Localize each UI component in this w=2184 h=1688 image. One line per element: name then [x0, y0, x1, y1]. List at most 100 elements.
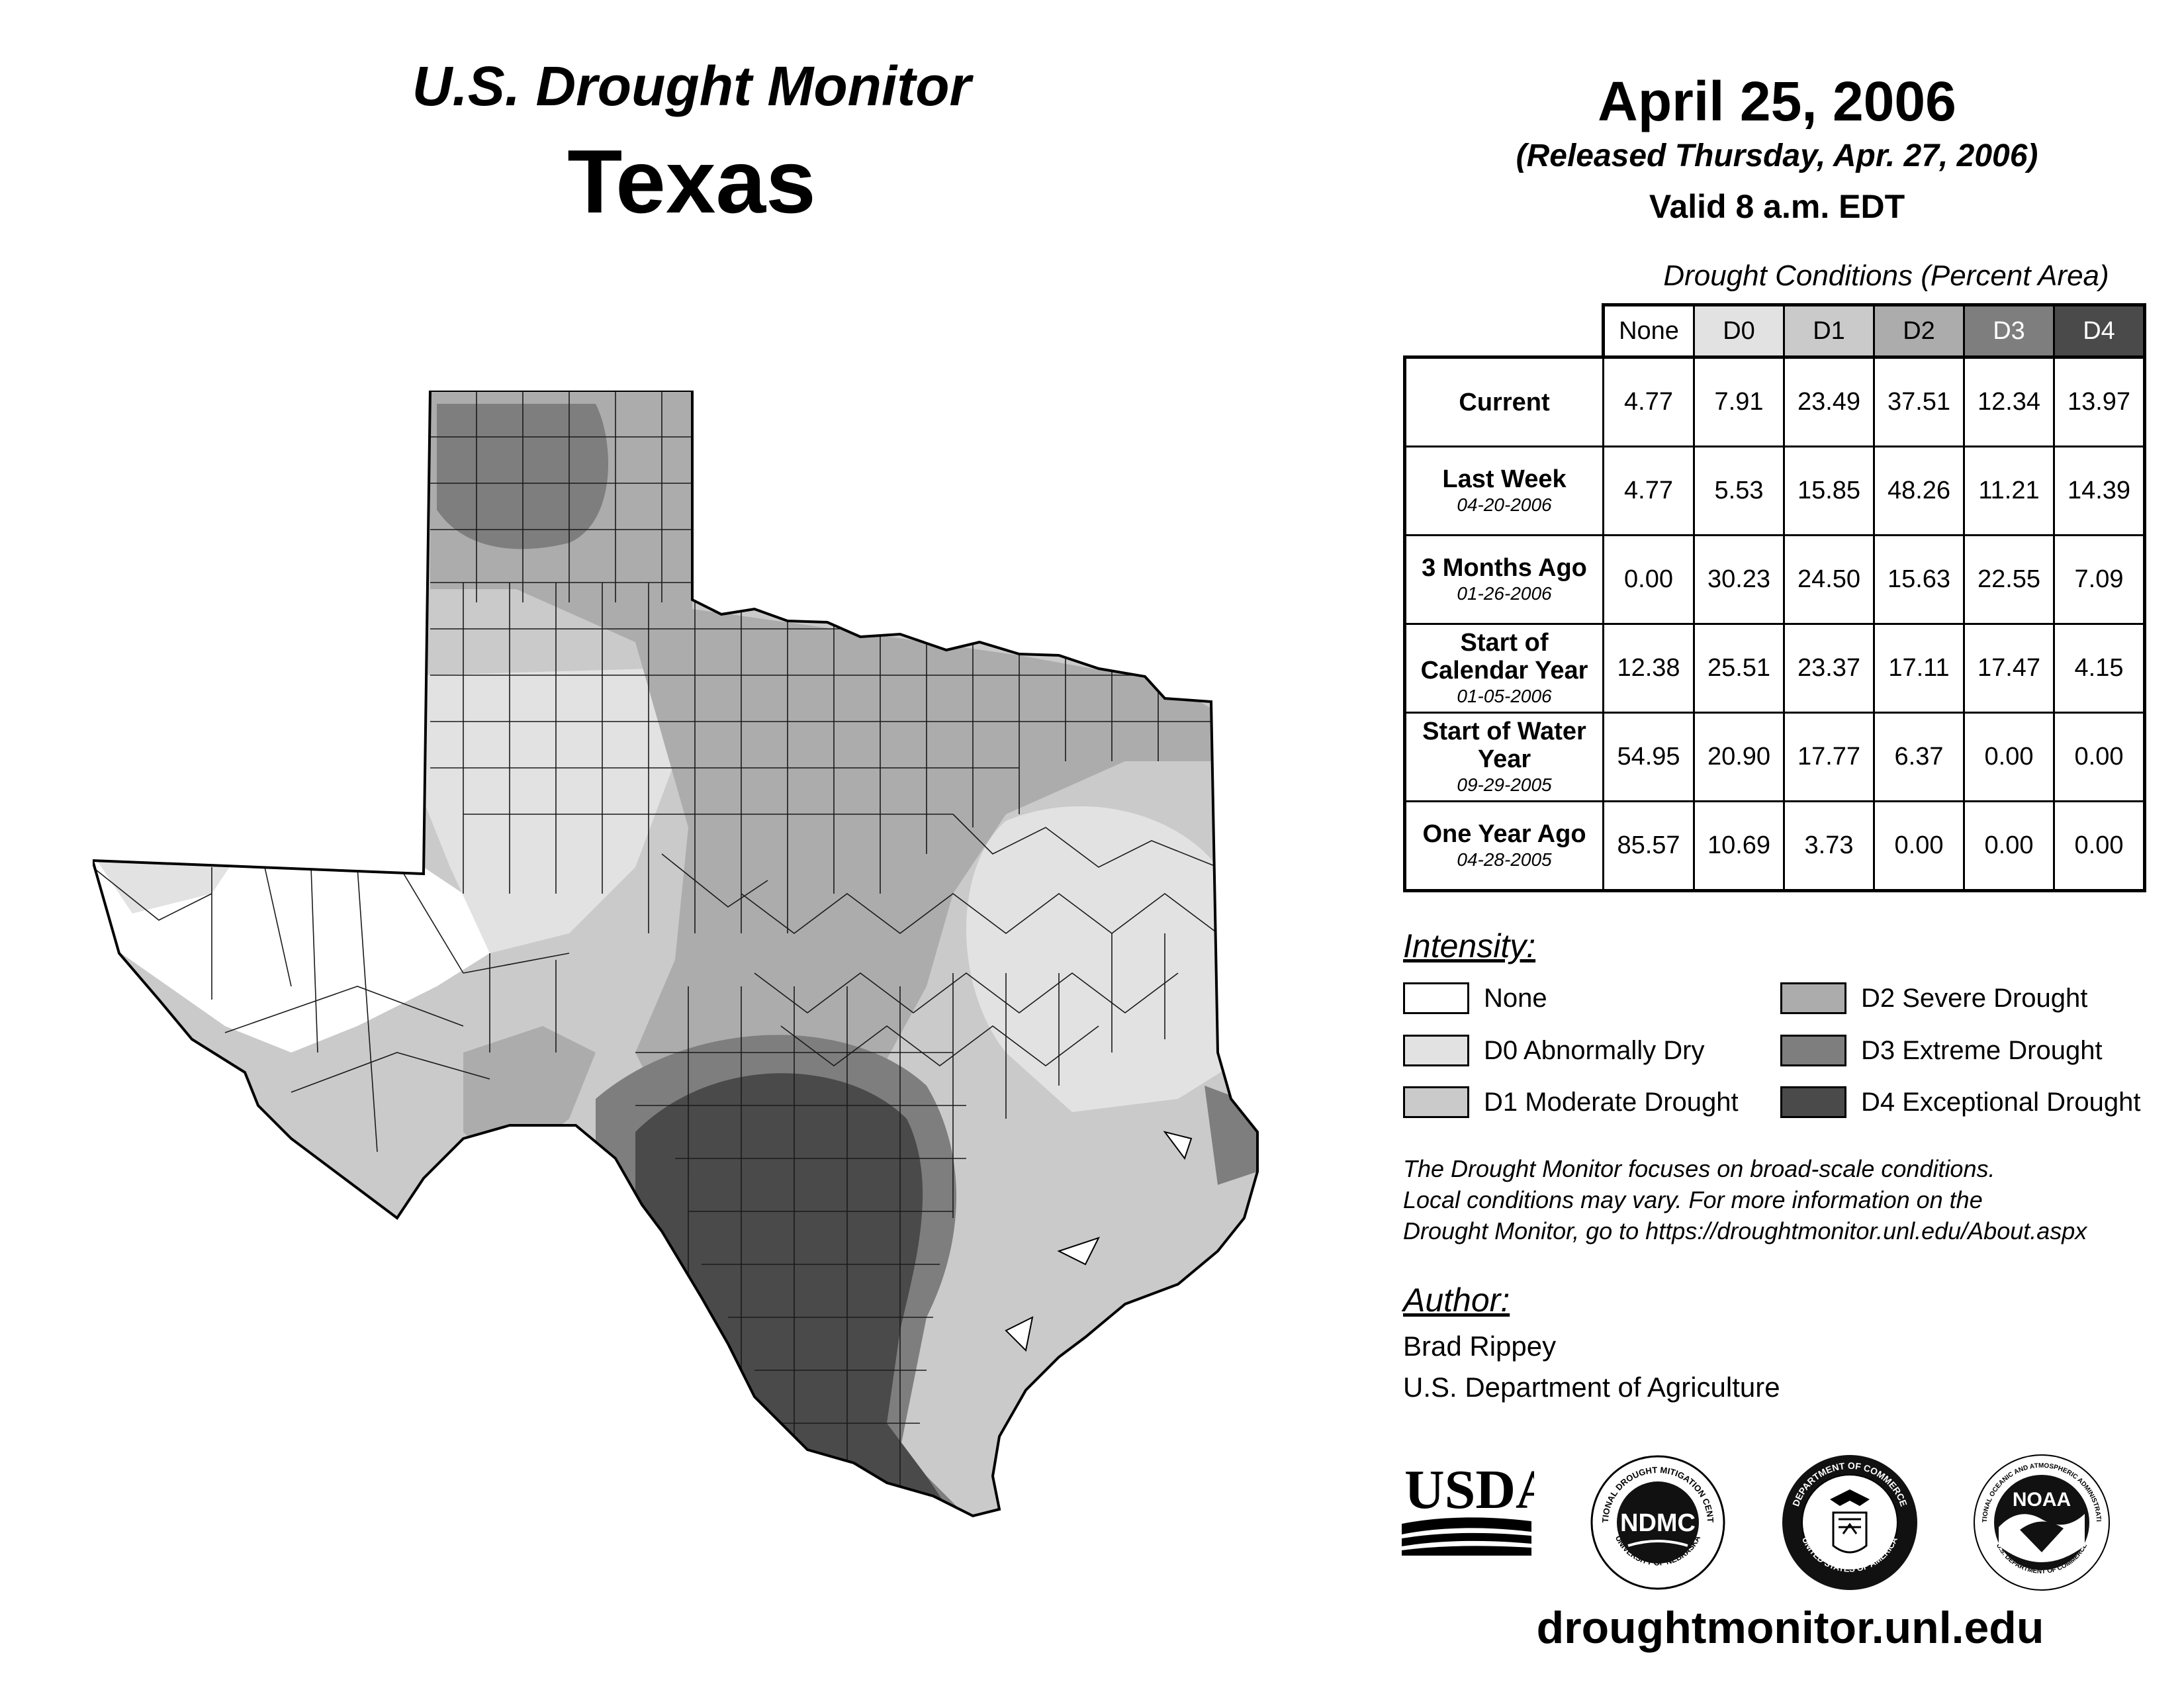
texas-drought-map [93, 391, 1259, 1517]
cell-value: 17.47 [1963, 623, 2055, 714]
note-line[interactable]: Drought Monitor, go to https://droughtmo… [1403, 1217, 2087, 1244]
legend-swatch [1403, 982, 1469, 1014]
legend-label: D2 Severe Drought [1861, 983, 2088, 1013]
row-label: Start of Water Year 09-29-2005 [1403, 712, 1604, 802]
legend-title: Intensity: [1403, 927, 1536, 964]
table-row: 3 Months Ago 01-26-2006 0.00 30.23 24.50 … [1403, 534, 2146, 625]
region-d2-north [430, 391, 1211, 1132]
legend-swatch [1780, 1035, 1846, 1066]
cell-value: 6.37 [1873, 712, 1965, 802]
legend-label: D1 Moderate Drought [1484, 1087, 1739, 1117]
cell-value: 5.53 [1693, 445, 1785, 536]
col-d3: D3 [1963, 303, 2055, 358]
region-d0-westtip [93, 854, 238, 914]
row-label: Last Week 04-20-2006 [1403, 445, 1604, 536]
cell-value: 15.63 [1873, 534, 1965, 625]
legend-swatch [1780, 982, 1846, 1014]
legend-item-d2: D2 Severe Drought [1780, 982, 2087, 1014]
row-label: One Year Ago 04-28-2005 [1403, 800, 1604, 892]
cell-value: 4.77 [1602, 355, 1695, 447]
legend-item-d1: D1 Moderate Drought [1403, 1086, 1739, 1118]
svg-text:NOAA: NOAA [2013, 1489, 2071, 1511]
cell-value: 15.85 [1783, 445, 1875, 536]
coastal-bays [1005, 1131, 1193, 1352]
cell-value: 20.90 [1693, 712, 1785, 802]
cell-value: 7.91 [1693, 355, 1785, 447]
cell-value: 7.09 [2053, 534, 2146, 625]
row-label: Start of Calendar Year 01-05-2006 [1403, 623, 1604, 714]
legend-item-none: None [1403, 982, 1547, 1014]
table-row: Start of Water Year 09-29-2005 54.95 20.9… [1403, 712, 2146, 802]
cell-value: 17.77 [1783, 712, 1875, 802]
county-lines [93, 391, 1218, 1489]
drought-conditions-table: None D0 D1 D2 D3 D4 Current 4.77 7.91 23… [1403, 303, 2146, 892]
valid-time: Valid 8 a.m. EDT [1649, 188, 1905, 225]
commerce-logo: DEPARTMENT OF COMMERCE UNITED STATES OF … [1782, 1455, 1917, 1590]
cell-value: 0.00 [1963, 800, 2055, 892]
cell-value: 23.49 [1783, 355, 1875, 447]
author-org: U.S. Department of Agriculture [1403, 1372, 1780, 1403]
cell-value: 17.11 [1873, 623, 1965, 714]
cell-value: 13.97 [2053, 355, 2146, 447]
table-row: Start of Calendar Year 01-05-2006 12.38 2… [1403, 623, 2146, 714]
cell-value: 85.57 [1602, 800, 1695, 892]
noaa-logo: NATIONAL OCEANIC AND ATMOSPHERIC ADMINIS… [1972, 1453, 2110, 1591]
legend-label: None [1484, 983, 1547, 1013]
region-d0-panhandle [424, 669, 675, 953]
ndmc-logo: NATIONAL DROUGHT MITIGATION CENTER UNIVE… [1588, 1453, 1725, 1590]
legend-item-d3: D3 Extreme Drought [1780, 1035, 2103, 1066]
cell-value: 25.51 [1693, 623, 1785, 714]
region-d2-west [463, 1026, 596, 1172]
table-caption: Drought Conditions (Percent Area) [1663, 259, 2109, 292]
usda-logo: USDA [1402, 1463, 1534, 1556]
cell-value: 37.51 [1873, 355, 1965, 447]
col-d4: D4 [2053, 303, 2146, 358]
legend-swatch [1780, 1086, 1846, 1118]
release-date: (Released Thursday, Apr. 27, 2006) [1516, 138, 2038, 173]
footer-url[interactable]: droughtmonitor.unl.edu [1536, 1603, 2044, 1653]
cell-value: 22.55 [1963, 534, 2055, 625]
cell-value: 12.38 [1602, 623, 1695, 714]
cell-value: 4.15 [2053, 623, 2146, 714]
legend-label: D4 Exceptional Drought [1861, 1087, 2141, 1117]
usda-logo-text: USDA [1404, 1463, 1534, 1521]
row-label: Current [1403, 355, 1604, 447]
table-row: Last Week 04-20-2006 4.77 5.53 15.85 48.2… [1403, 445, 2146, 536]
cell-value: 4.77 [1602, 445, 1695, 536]
table-row: Current 4.77 7.91 23.49 37.51 12.34 13.9… [1403, 355, 2146, 447]
cell-value: 0.00 [1602, 534, 1695, 625]
legend-swatch [1403, 1086, 1469, 1118]
author-title: Author: [1403, 1282, 1510, 1319]
cell-value: 24.50 [1783, 534, 1875, 625]
col-none: None [1602, 303, 1695, 358]
row-label: 3 Months Ago 01-26-2006 [1403, 534, 1604, 625]
header-blank [1405, 305, 1604, 357]
col-d2: D2 [1873, 303, 1965, 358]
cell-value: 10.69 [1693, 800, 1785, 892]
cell-value: 0.00 [1873, 800, 1965, 892]
table-row: One Year Ago 04-28-2005 85.57 10.69 3.73 … [1403, 800, 2146, 892]
map-date: April 25, 2006 [1598, 70, 1956, 132]
cell-value: 23.37 [1783, 623, 1875, 714]
legend-swatch [1403, 1035, 1469, 1066]
cell-value: 0.00 [2053, 800, 2146, 892]
legend-item-d0: D0 Abnormally Dry [1403, 1035, 1704, 1066]
cell-value: 11.21 [1963, 445, 2055, 536]
cell-value: 3.73 [1783, 800, 1875, 892]
col-d1: D1 [1783, 303, 1875, 358]
legend-label: D3 Extreme Drought [1861, 1035, 2103, 1065]
cell-value: 14.39 [2053, 445, 2146, 536]
author-name: Brad Rippey [1403, 1331, 1557, 1362]
cell-value: 48.26 [1873, 445, 1965, 536]
cell-value: 54.95 [1602, 712, 1695, 802]
cell-value: 0.00 [1963, 712, 2055, 802]
cell-value: 12.34 [1963, 355, 2055, 447]
state-title: Texas [567, 131, 816, 232]
legend-label: D0 Abnormally Dry [1484, 1035, 1705, 1065]
col-d0: D0 [1693, 303, 1785, 358]
cell-value: 30.23 [1693, 534, 1785, 625]
svg-text:NDMC: NDMC [1620, 1509, 1696, 1537]
info-note: The Drought Monitor focuses on broad-sca… [1403, 1153, 2177, 1246]
note-line: Local conditions may vary. For more info… [1403, 1186, 1983, 1213]
cell-value: 0.00 [2053, 712, 2146, 802]
